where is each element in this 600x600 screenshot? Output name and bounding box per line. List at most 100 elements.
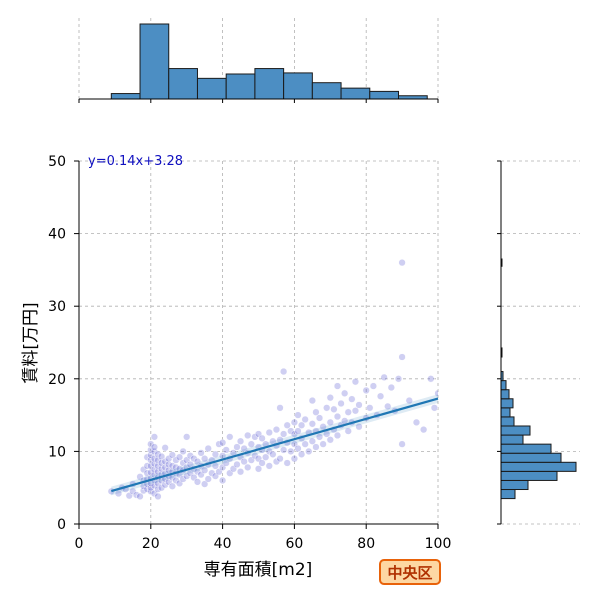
top-hist-bar [196, 77, 227, 100]
scatter-point [233, 460, 241, 469]
scatter-point [326, 436, 334, 444]
scatter-point [204, 444, 212, 453]
scatter-point [240, 457, 248, 466]
scatter-point [201, 480, 209, 488]
scatter-point [376, 392, 385, 400]
scatter-point [236, 437, 245, 445]
scatter-point [154, 485, 162, 493]
scatter-point [157, 465, 166, 473]
scatter-point [222, 446, 230, 454]
top-hist-bar [311, 82, 342, 100]
scatter-point [161, 444, 169, 452]
scatter-point [254, 455, 263, 463]
scatter-point [283, 459, 291, 467]
scatter-point [265, 428, 273, 437]
scatter-point [168, 482, 176, 490]
scatter-point [139, 486, 148, 495]
right-hist-bar [500, 443, 552, 454]
scatter-point [312, 443, 320, 451]
scatter-point [308, 396, 317, 405]
scatter-point [301, 440, 309, 448]
scatter-point [226, 469, 234, 477]
scatter-point [218, 439, 227, 447]
scatter-point [283, 421, 291, 429]
scatter-point [430, 404, 438, 412]
right-hist-bar [500, 489, 516, 500]
scatter-point [398, 353, 406, 361]
scatter-point [168, 462, 176, 470]
scatter-point [279, 430, 288, 438]
scatter-point [254, 430, 263, 438]
scatter-point [262, 453, 270, 461]
scatter-point [229, 465, 238, 473]
scatter-point [294, 411, 302, 419]
scatter-point [193, 478, 202, 486]
scatter-point [333, 431, 342, 440]
top-hist-bar [139, 23, 170, 100]
scatter-point [405, 396, 413, 405]
axes: 0 20 40 60 80 100 0 10 20 30 40 50 [48, 154, 451, 552]
scatter-point [218, 463, 227, 472]
scatter-point [183, 433, 191, 441]
scatter-point [211, 472, 220, 480]
x-tick-label: 40 [214, 536, 232, 552]
scatter-point [244, 431, 252, 440]
scatter-point [308, 437, 317, 445]
scatter-point [308, 420, 317, 428]
scatter-point [190, 473, 198, 482]
y-tick-label: 20 [48, 372, 66, 388]
scatter-point [279, 367, 288, 376]
scatter-point [323, 404, 331, 412]
scatter-point [132, 491, 141, 499]
y-tick-label: 10 [48, 444, 66, 460]
scatter-point [312, 408, 320, 416]
scatter-point [434, 389, 438, 397]
x-tick-label: 80 [357, 536, 375, 552]
right-hist-bar [500, 452, 562, 463]
scatter-point [419, 425, 428, 434]
scatter-point [258, 459, 266, 467]
scatter-point [290, 440, 299, 448]
scatter-point [193, 457, 202, 466]
scatter-point [333, 412, 342, 421]
scatter-point [279, 446, 288, 454]
scatter-point [269, 450, 277, 458]
scatter-point [287, 447, 295, 456]
y-axis-title: 賃料[万円] [21, 302, 41, 383]
scatter-point [215, 440, 223, 448]
scatter-point [276, 404, 284, 412]
scatter-point [305, 447, 313, 456]
scatter-point [157, 452, 166, 461]
scatter-point [412, 418, 421, 427]
top-hist-bar [369, 90, 400, 100]
scatter-point [330, 405, 338, 413]
scatter-point [240, 444, 248, 453]
y-tick-label: 50 [48, 154, 66, 170]
top-marginal-histogram [78, 18, 439, 103]
scatter-point [201, 455, 209, 463]
x-tick-label: 20 [142, 536, 160, 552]
right-hist-bar [500, 461, 577, 472]
scatter-point [244, 463, 252, 472]
scatter-point [351, 407, 360, 415]
scatter-point [369, 382, 378, 390]
scatter-point [297, 450, 306, 458]
regression-equation-label: y=0.14x+3.28 [88, 154, 183, 169]
scatter-point [247, 456, 255, 464]
scatter-point [362, 386, 370, 395]
scatter-point [351, 378, 360, 386]
top-hist-bar [283, 72, 313, 100]
scatter-point [204, 475, 212, 483]
scatter-point [398, 258, 406, 267]
scatter-point [366, 404, 374, 412]
scatter-point [247, 440, 255, 448]
scatter-point [143, 485, 151, 493]
scatter-point [290, 418, 299, 427]
scatter-point [341, 389, 349, 397]
right-marginal-histogram [497, 160, 580, 525]
scatter-point [387, 383, 395, 392]
scatter-point [233, 443, 241, 451]
scatter-point [337, 399, 345, 408]
scatter-point [265, 462, 273, 470]
